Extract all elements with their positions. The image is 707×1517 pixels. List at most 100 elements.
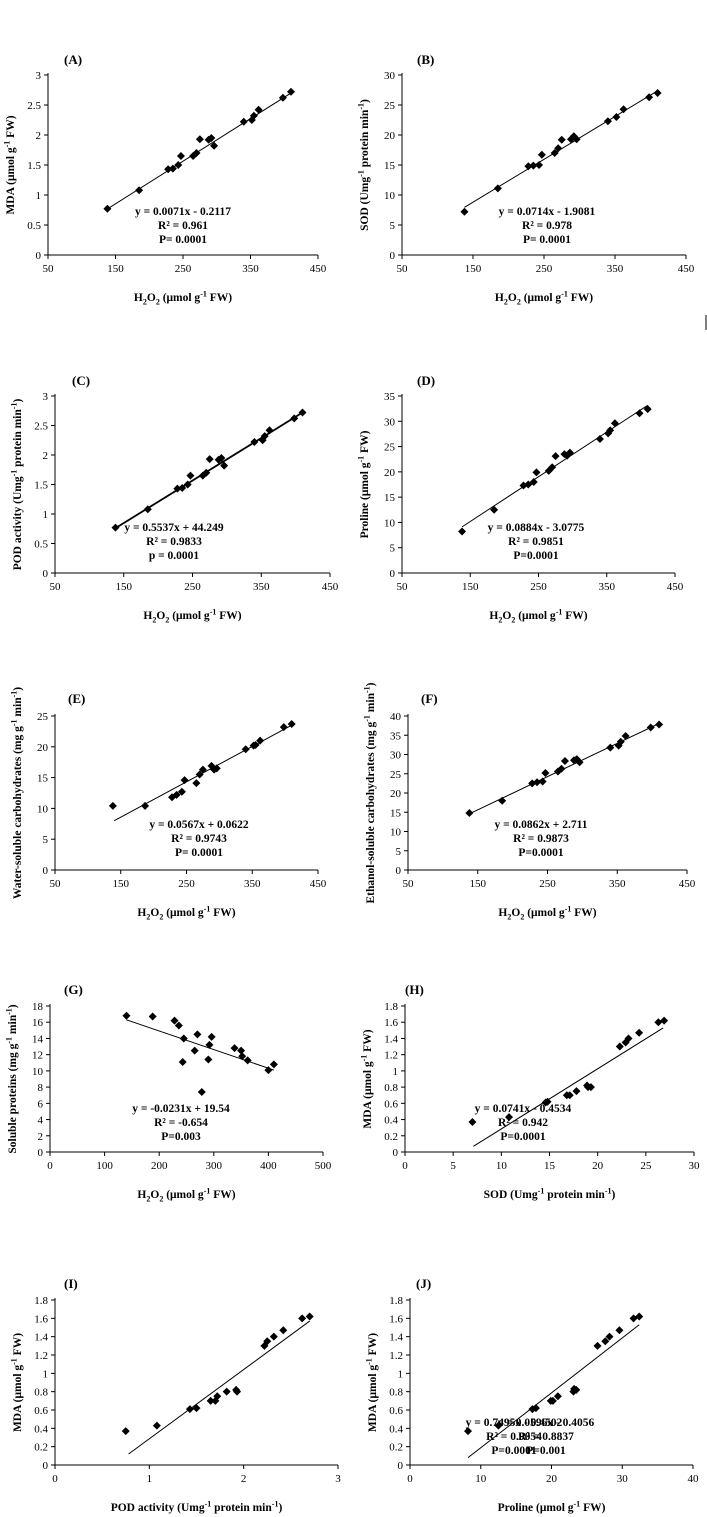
- data-point: [595, 434, 604, 443]
- y-tick-label: 25: [390, 769, 402, 781]
- y-tick-label: 0.8: [34, 1387, 48, 1399]
- y-tick-label: 30: [384, 70, 396, 82]
- x-tick-label: 0: [407, 1473, 413, 1485]
- data-point: [643, 405, 652, 414]
- data-point: [254, 105, 263, 114]
- r-squared-label: R² = 0.9873: [513, 833, 569, 845]
- y-tick-label: 0.6: [389, 1405, 403, 1417]
- trend-line: [467, 1324, 640, 1459]
- data-point: [103, 204, 112, 213]
- y-tick-label: 0: [390, 568, 396, 580]
- y-tick-label: 8: [38, 1082, 44, 1094]
- x-tick-label: 2: [241, 1473, 247, 1485]
- data-point: [548, 1396, 557, 1405]
- equation-label: y = 0.0714x - 1.9081: [499, 206, 596, 218]
- x-tick-label: 40: [688, 1473, 700, 1485]
- y-tick-label: 1.4: [389, 1332, 403, 1344]
- y-tick-label: 1: [43, 509, 49, 521]
- data-point: [108, 801, 117, 810]
- y-tick-label: 10: [384, 517, 396, 529]
- data-point: [606, 426, 615, 435]
- data-point: [212, 764, 221, 773]
- x-tick-label: 350: [242, 263, 259, 275]
- equation-label: y = 0.7495x - 0.4502: [466, 1417, 563, 1429]
- trend-line: [107, 92, 292, 210]
- y-tick-label: 0.6: [384, 1098, 398, 1110]
- y-tick-label: 1.8: [389, 1295, 403, 1307]
- y-tick-label: 3: [43, 391, 49, 403]
- x-tick-label: 250: [536, 263, 553, 275]
- x-tick-label: 3: [335, 1473, 341, 1485]
- y-tick-label: 30: [390, 750, 402, 762]
- data-point: [279, 723, 288, 732]
- y-tick-label: 10: [390, 827, 402, 839]
- data-point: [198, 765, 207, 774]
- data-point: [543, 1097, 552, 1106]
- x-tick-label: 0: [52, 1473, 58, 1485]
- data-point: [148, 1012, 157, 1021]
- x-tick-label: 350: [607, 263, 624, 275]
- y-tick-label: 10: [384, 190, 396, 202]
- data-point: [653, 89, 662, 97]
- data-point: [205, 1040, 214, 1049]
- data-point: [164, 165, 173, 174]
- y-tick-label: 2: [43, 450, 49, 462]
- data-point: [230, 1044, 239, 1053]
- y-tick-label: 0.2: [34, 1442, 48, 1454]
- x-tick-label: 20: [592, 1160, 604, 1172]
- data-point: [565, 1091, 574, 1100]
- data-point: [222, 1387, 231, 1396]
- x-axis-label: H2O2 (μmol g-1 FW): [495, 289, 593, 306]
- x-tick-label: 50: [397, 263, 409, 275]
- equation-label: y = 0.0741x - 0.4534: [475, 1103, 572, 1115]
- panel-letter: (G): [64, 982, 83, 997]
- equation-label: y = 0.0071x - 0.2117: [135, 206, 231, 218]
- data-point: [298, 408, 307, 417]
- r-squared-label: R² = -0.654: [154, 1117, 208, 1129]
- p-value-label: P= 0.0001: [523, 234, 571, 246]
- equation-label: y = 0.0567x + 0.0622: [149, 819, 249, 831]
- data-point: [535, 161, 544, 169]
- data-point: [615, 1326, 624, 1335]
- data-point: [174, 161, 183, 169]
- data-point: [256, 736, 265, 745]
- x-tick-label: 30: [617, 1473, 629, 1485]
- x-tick-label: 450: [678, 263, 695, 275]
- panel-h: (H) 0 0.2 0.4 0.6 0.8 1 1.2 1.4 1.6 1.8 0 5 10 15 20 25 3…: [359, 982, 700, 1201]
- equation-label: y = 0.0596x - 0.4056: [498, 1417, 595, 1429]
- y-axis-label: Soluble proteins (mg g-1 min-1): [4, 1004, 19, 1153]
- y-tick-label: 4: [38, 1115, 44, 1127]
- y-tick-label: 1.5: [34, 480, 48, 492]
- x-tick-label: 250: [175, 263, 192, 275]
- data-point: [553, 1392, 562, 1401]
- y-tick-label: 3: [36, 70, 42, 82]
- p-value-label: P= 0.0001: [175, 847, 223, 859]
- x-tick-label: 350: [253, 581, 270, 593]
- x-tick-label: 0: [47, 1160, 53, 1172]
- data-point: [111, 523, 120, 532]
- p-value-label: P=0.001: [526, 1445, 566, 1457]
- data-point: [290, 414, 299, 423]
- y-tick-label: 1.8: [384, 1001, 398, 1013]
- data-point: [220, 461, 229, 470]
- x-tick-label: 450: [667, 581, 684, 593]
- y-tick-label: 0: [36, 250, 42, 262]
- y-tick-label: 0.4: [34, 1423, 48, 1435]
- data-point: [575, 758, 584, 767]
- data-point: [468, 1117, 477, 1126]
- data-point: [533, 778, 542, 787]
- data-point: [265, 426, 274, 435]
- data-point: [548, 463, 557, 472]
- data-point: [241, 745, 250, 754]
- y-tick-label: 20: [384, 467, 396, 479]
- x-tick-label: 350: [609, 878, 626, 890]
- data-point: [572, 135, 581, 144]
- data-point: [621, 732, 630, 741]
- y-tick-label: 2.5: [27, 100, 41, 112]
- data-point: [141, 801, 150, 810]
- data-point: [572, 1087, 581, 1096]
- data-point: [192, 1404, 201, 1413]
- data-point: [529, 477, 538, 486]
- data-point: [178, 1057, 187, 1066]
